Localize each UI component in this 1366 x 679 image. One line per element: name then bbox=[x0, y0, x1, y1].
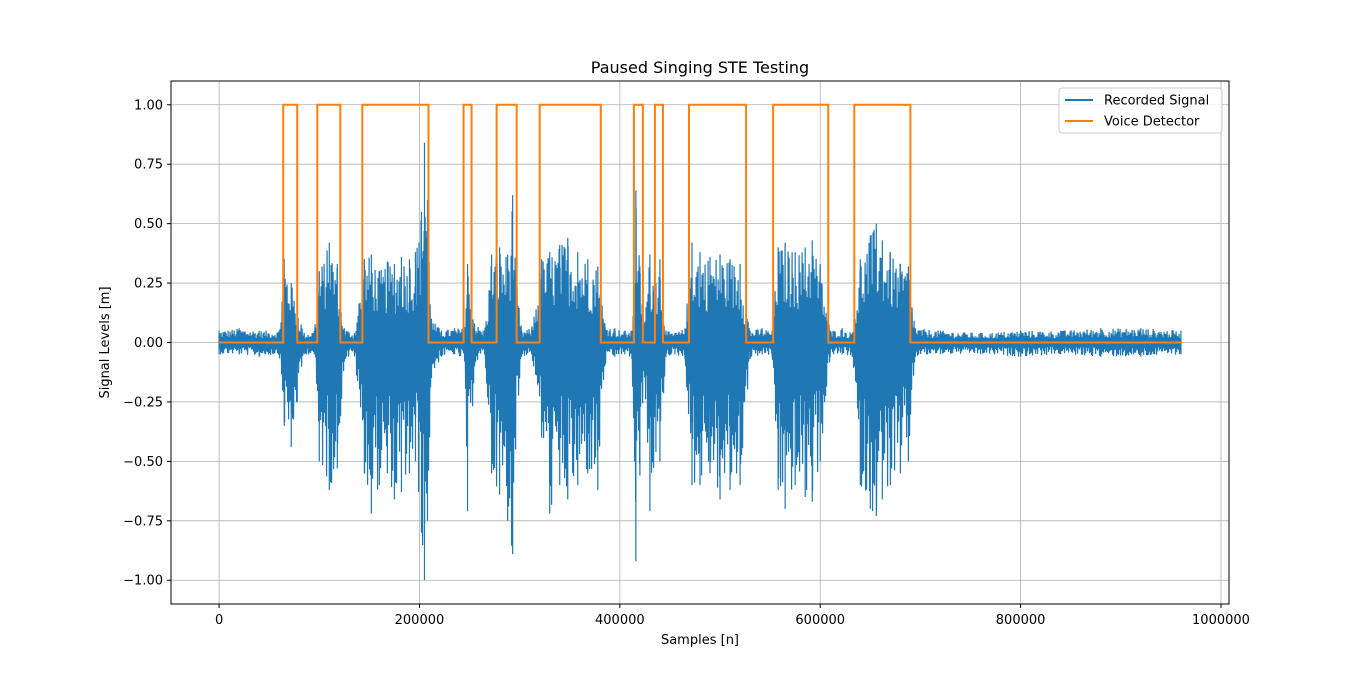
recorded-signal-line bbox=[218, 142, 1182, 581]
x-axis-ticks: 0 200000 400000 600000 800000 1000000 bbox=[215, 604, 1250, 628]
y-tick-label: −0.75 bbox=[123, 514, 163, 529]
y-tick-label: −0.50 bbox=[123, 455, 163, 470]
series-recorded-signal bbox=[218, 142, 1182, 581]
y-tick-label: −0.25 bbox=[123, 395, 163, 410]
series-voice-detector bbox=[219, 103, 1181, 344]
x-tick-label: 0 bbox=[215, 613, 223, 628]
legend-box bbox=[1058, 87, 1223, 134]
voice-detector-line bbox=[219, 103, 1181, 344]
legend: Recorded Signal Voice Detector bbox=[1058, 87, 1223, 134]
y-tick-label: 0.25 bbox=[134, 277, 163, 292]
x-tick-label: 200000 bbox=[395, 613, 445, 628]
x-tick-label: 600000 bbox=[795, 613, 845, 628]
legend-label-voice-detector: Voice Detector bbox=[1104, 115, 1200, 130]
y-axis-ticks: −1.00 −0.75 −0.50 −0.25 0.00 0.25 0.50 0.75 1.00 bbox=[123, 98, 171, 589]
x-tick-label: 400000 bbox=[595, 613, 645, 628]
y-axis-label: Signal Levels [m] bbox=[98, 286, 113, 398]
y-tick-label: 0.00 bbox=[134, 336, 163, 351]
y-tick-label: 0.50 bbox=[134, 217, 163, 232]
y-tick-label: 1.00 bbox=[134, 98, 163, 113]
y-tick-label: 0.75 bbox=[134, 158, 163, 173]
legend-label-recorded-signal: Recorded Signal bbox=[1104, 94, 1209, 109]
chart-title: Paused Singing STE Testing bbox=[591, 58, 809, 77]
x-tick-label: 800000 bbox=[996, 613, 1046, 628]
x-axis-label: Samples [n] bbox=[661, 633, 739, 648]
y-tick-label: −1.00 bbox=[123, 574, 163, 589]
x-tick-label: 1000000 bbox=[1192, 613, 1250, 628]
